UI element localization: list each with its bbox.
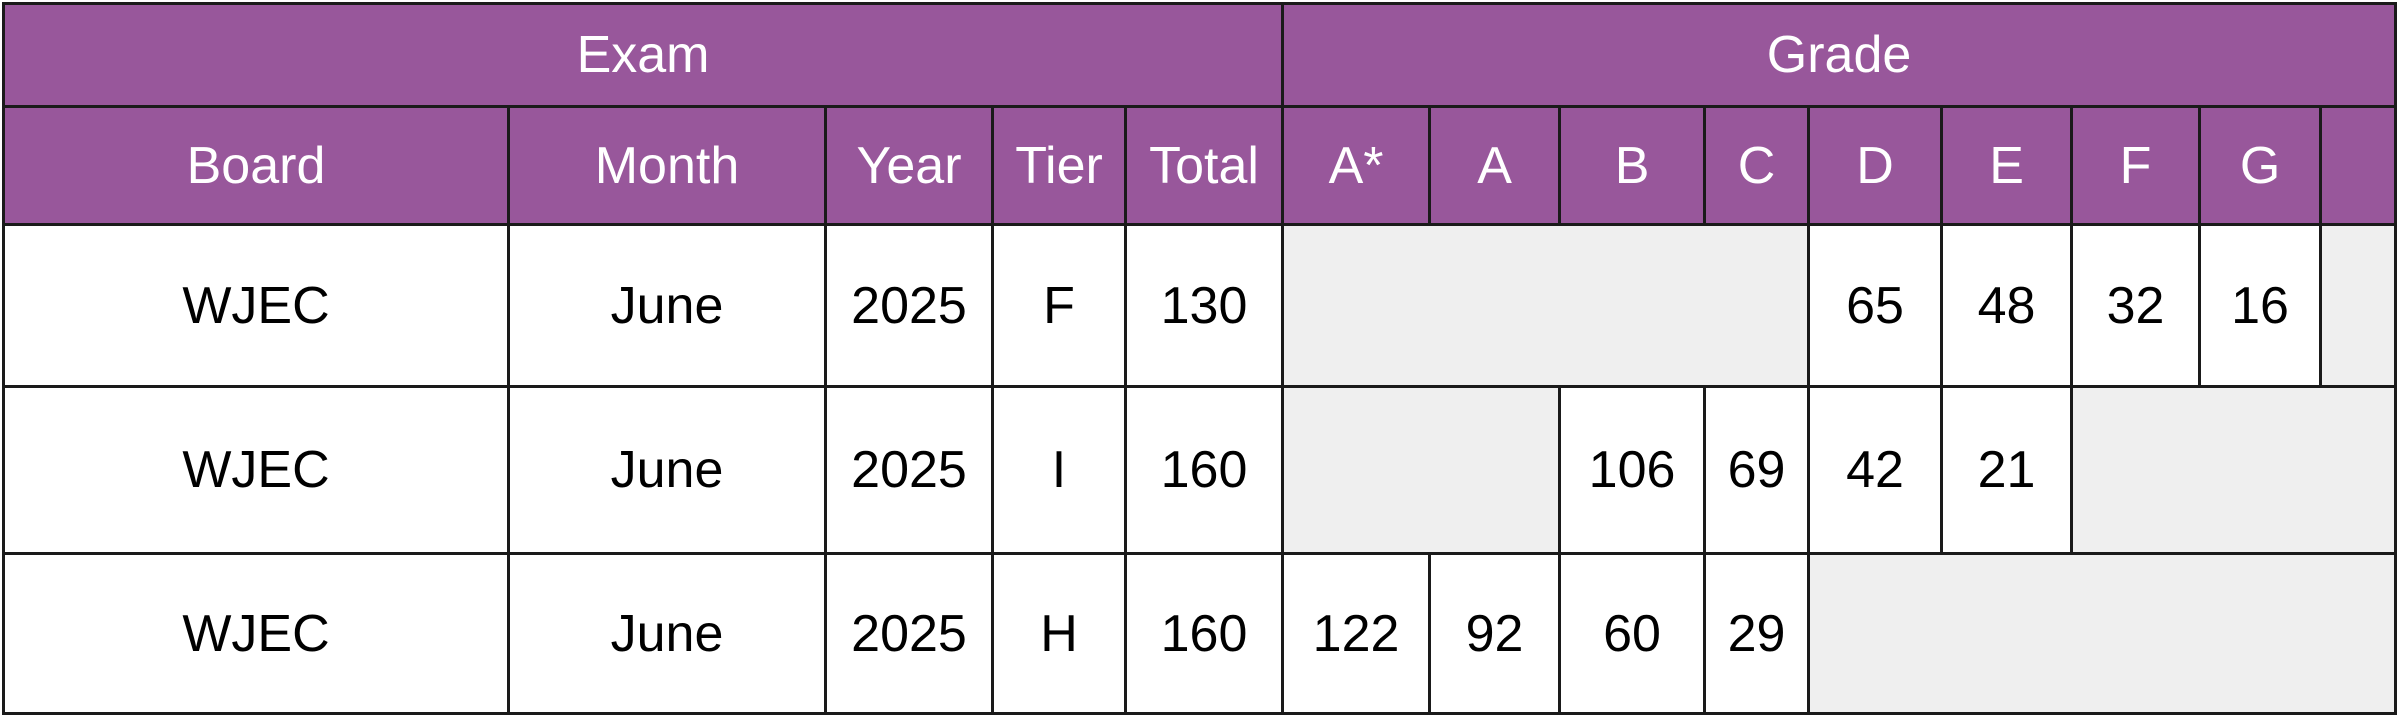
grade-cell: 60 xyxy=(1558,552,1707,715)
cell: H xyxy=(991,552,1127,715)
column-header: Tier xyxy=(991,105,1127,226)
grade-cell: 65 xyxy=(1807,223,1944,388)
grade-cell: 122 xyxy=(1281,552,1432,715)
cell: 2025 xyxy=(824,223,994,388)
cell: June xyxy=(507,385,827,555)
cell: June xyxy=(507,223,827,388)
group-header-row: Exam Grade xyxy=(1,2,2397,108)
column-header: Board xyxy=(2,105,510,226)
grade-cell: 29 xyxy=(1703,552,1811,715)
empty-cell xyxy=(1281,385,1562,555)
empty-cell xyxy=(1281,223,1811,388)
grade-cell: 106 xyxy=(1558,385,1707,555)
table-row: WJEC June 2025 H 160 122 92 60 29 xyxy=(2,552,2397,715)
empty-cell xyxy=(2319,223,2397,388)
column-header: Total xyxy=(1123,105,1285,226)
grade-cell: 32 xyxy=(2070,223,2202,388)
empty-cell xyxy=(1807,552,2397,715)
column-header: C xyxy=(1703,105,1811,226)
table-row: WJEC June 2025 I 160 106 69 42 21 xyxy=(2,385,2397,555)
table-row: WJEC June 2025 F 130 65 48 32 16 xyxy=(2,223,2397,388)
grade-cell: 69 xyxy=(1703,385,1811,555)
cell: 160 xyxy=(1123,385,1285,555)
cell: F xyxy=(991,223,1127,388)
cell: 160 xyxy=(1123,552,1285,715)
empty-cell xyxy=(2070,385,2397,555)
grade-cell: 48 xyxy=(1940,223,2074,388)
grade-cell: 21 xyxy=(1940,385,2074,555)
grade-cell: 42 xyxy=(1807,385,1944,555)
column-header xyxy=(2319,105,2397,226)
cell: WJEC xyxy=(2,223,510,388)
column-header: B xyxy=(1558,105,1707,226)
grade-cell: 92 xyxy=(1428,552,1562,715)
column-header: Month xyxy=(507,105,827,226)
column-header: A xyxy=(1428,105,1562,226)
cell: WJEC xyxy=(2,552,510,715)
cell: 2025 xyxy=(824,385,994,555)
column-header-row: Board Month Year Tier Total A* A B C D E F G xyxy=(2,105,2397,226)
group-header: Grade xyxy=(1281,2,2397,108)
group-header: Exam xyxy=(1,2,1285,108)
cell: I xyxy=(991,385,1127,555)
column-header: F xyxy=(2070,105,2202,226)
column-header: D xyxy=(1807,105,1944,226)
grade-cell: 16 xyxy=(2198,223,2323,388)
cell: 130 xyxy=(1123,223,1285,388)
column-header: E xyxy=(1940,105,2074,226)
cell: June xyxy=(507,552,827,715)
column-header: G xyxy=(2198,105,2323,226)
cell: 2025 xyxy=(824,552,994,715)
cell: WJEC xyxy=(2,385,510,555)
column-header: Year xyxy=(824,105,994,226)
column-header: A* xyxy=(1281,105,1432,226)
